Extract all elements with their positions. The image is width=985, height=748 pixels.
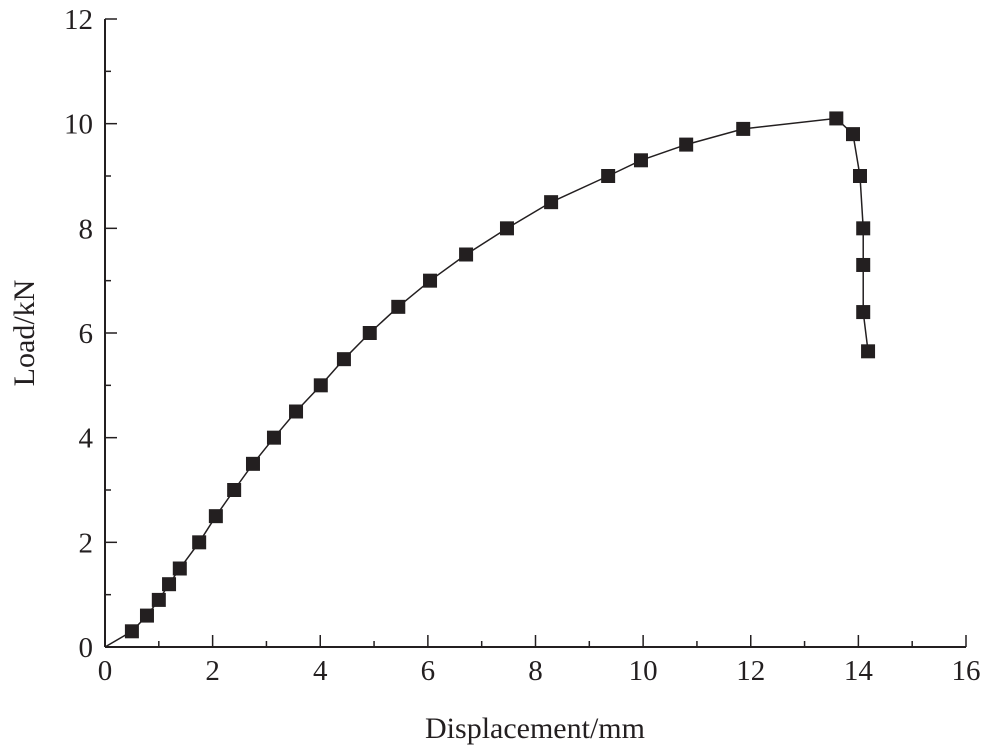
y-tick-label: 0: [79, 632, 94, 664]
data-point: [679, 137, 694, 152]
y-tick-label: 10: [64, 109, 93, 141]
x-tick-label: 2: [205, 655, 220, 687]
x-axis-label: Displacement/mm: [425, 712, 645, 745]
data-point: [852, 169, 867, 183]
x-tick-label: 14: [844, 655, 874, 687]
data-point: [124, 624, 139, 639]
y-tick-label: 2: [79, 527, 94, 559]
data-point: [245, 456, 260, 471]
x-tick-label: 0: [98, 655, 113, 687]
data-point: [829, 111, 844, 126]
data-point: [227, 483, 242, 497]
data-point: [208, 509, 223, 524]
data-point: [266, 430, 281, 445]
axes: 0 2 4 6 8 10 12 14 16 0 2 4 6 8 10 12: [64, 4, 981, 687]
y-tick-label: 12: [64, 4, 93, 36]
data-point: [856, 257, 871, 272]
y-tick-label: 4: [79, 423, 94, 455]
series-line: [104, 117, 869, 648]
x-tick-label: 16: [952, 655, 981, 687]
data-point: [633, 153, 648, 168]
data-point: [336, 352, 351, 367]
data-point: [601, 169, 616, 183]
y-axis-label: Load/kN: [8, 280, 41, 387]
data-point: [192, 535, 207, 550]
series: [104, 111, 876, 648]
y-tick-label: 6: [79, 318, 94, 350]
data-point: [736, 121, 751, 136]
data-point: [845, 127, 860, 142]
data-point: [499, 221, 514, 236]
data-point: [861, 344, 876, 359]
data-point: [362, 326, 377, 340]
data-point: [289, 404, 304, 419]
x-tick-label: 10: [629, 655, 658, 687]
data-point: [544, 195, 559, 210]
x-tick-label: 4: [313, 655, 328, 687]
data-point: [856, 221, 871, 236]
data-point: [391, 299, 406, 314]
y-tick-label: 8: [79, 213, 94, 245]
x-tick-label: 8: [528, 655, 543, 687]
data-point: [151, 592, 166, 607]
data-point: [162, 577, 177, 592]
x-tick-label: 6: [421, 655, 436, 687]
data-point: [313, 378, 328, 393]
data-point: [459, 247, 474, 262]
data-point: [856, 305, 871, 320]
data-point: [139, 608, 154, 623]
data-point: [172, 561, 187, 576]
data-point: [423, 273, 438, 288]
x-tick-label: 12: [736, 655, 765, 687]
